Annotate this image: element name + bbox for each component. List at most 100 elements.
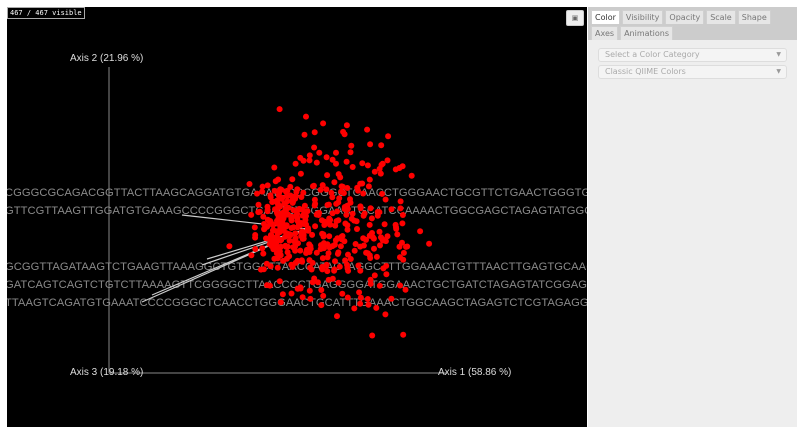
sample-point[interactable] [300, 189, 307, 196]
sample-point[interactable] [261, 221, 267, 227]
sample-point[interactable] [279, 291, 286, 298]
sample-point[interactable] [280, 215, 287, 222]
sample-point[interactable] [383, 271, 390, 278]
sample-point[interactable] [254, 190, 260, 197]
sample-point[interactable] [318, 302, 325, 309]
sample-point[interactable] [376, 282, 383, 289]
sample-point[interactable] [246, 181, 253, 187]
sample-point[interactable] [305, 225, 311, 232]
sample-point[interactable] [385, 133, 392, 140]
sample-point[interactable] [294, 224, 301, 231]
menu-icon[interactable]: ▣ [566, 10, 584, 26]
sample-point[interactable] [379, 190, 386, 197]
sample-point[interactable] [290, 244, 297, 251]
sample-point[interactable] [374, 208, 381, 215]
sample-point[interactable] [329, 194, 336, 201]
sample-point[interactable] [292, 160, 299, 167]
sample-point[interactable] [255, 201, 262, 208]
sample-point[interactable] [388, 206, 395, 213]
sample-point[interactable] [271, 238, 278, 245]
sample-point[interactable] [317, 246, 324, 252]
sample-point[interactable] [331, 179, 338, 186]
sample-point[interactable] [299, 258, 306, 265]
sample-point[interactable] [271, 255, 278, 262]
sample-point[interactable] [371, 245, 377, 252]
sample-point[interactable] [382, 196, 389, 203]
sample-point[interactable] [324, 202, 331, 208]
sample-point[interactable] [284, 193, 290, 200]
sample-point[interactable] [321, 218, 328, 225]
sample-point[interactable] [365, 301, 372, 308]
sample-point[interactable] [347, 199, 354, 206]
sample-point[interactable] [373, 253, 380, 260]
sample-point[interactable] [259, 245, 266, 252]
sample-point[interactable] [266, 282, 273, 289]
sample-point[interactable] [320, 240, 327, 247]
sample-point[interactable] [343, 211, 350, 218]
sample-point[interactable] [341, 131, 348, 138]
sample-point[interactable] [399, 212, 406, 218]
sample-point[interactable] [320, 292, 327, 299]
sample-point[interactable] [274, 264, 281, 271]
sample-point[interactable] [356, 289, 363, 296]
sample-point[interactable] [323, 261, 330, 268]
sample-point[interactable] [364, 126, 371, 133]
sample-point[interactable] [276, 278, 283, 285]
sample-point[interactable] [331, 241, 338, 248]
sample-point[interactable] [275, 176, 282, 183]
sample-point[interactable] [332, 258, 338, 265]
sample-point[interactable] [301, 208, 308, 215]
sample-point[interactable] [306, 152, 313, 159]
sample-point[interactable] [276, 245, 283, 252]
sample-point[interactable] [344, 294, 351, 301]
sample-point[interactable] [263, 260, 270, 267]
sample-point[interactable] [400, 249, 407, 256]
sample-point[interactable] [347, 256, 354, 262]
sample-point[interactable] [280, 209, 287, 216]
sample-point[interactable] [381, 221, 388, 228]
sample-point[interactable] [251, 224, 258, 231]
sample-point[interactable] [261, 226, 268, 232]
sample-point[interactable] [341, 206, 348, 212]
sample-point[interactable] [271, 187, 278, 194]
sample-point[interactable] [292, 230, 299, 237]
sample-point[interactable] [333, 160, 339, 167]
sample-point[interactable] [397, 198, 404, 205]
tab-scale[interactable]: Scale [706, 10, 736, 24]
sample-point[interactable] [357, 180, 364, 187]
sample-point[interactable] [335, 279, 342, 286]
sample-point[interactable] [400, 256, 407, 263]
sample-point[interactable] [252, 246, 259, 252]
sample-point[interactable] [394, 231, 401, 238]
sample-point[interactable] [294, 207, 301, 214]
sample-point[interactable] [360, 190, 367, 197]
sample-point[interactable] [335, 217, 342, 224]
sample-point[interactable] [320, 231, 327, 238]
sample-point[interactable] [344, 226, 351, 233]
sample-point[interactable] [323, 154, 330, 161]
sample-point[interactable] [348, 215, 355, 222]
sample-point[interactable] [353, 218, 360, 225]
sample-point[interactable] [354, 226, 360, 232]
sample-point[interactable] [316, 149, 323, 156]
sample-point[interactable] [308, 266, 315, 273]
sample-point[interactable] [311, 275, 318, 282]
sample-point[interactable] [301, 131, 308, 138]
sample-point[interactable] [259, 188, 266, 195]
sample-point[interactable] [274, 230, 281, 237]
sample-point[interactable] [380, 265, 387, 272]
sample-point[interactable] [282, 223, 289, 230]
sample-point[interactable] [367, 276, 374, 283]
sample-point[interactable] [324, 268, 331, 275]
sample-point[interactable] [258, 266, 264, 273]
sample-point[interactable] [226, 243, 233, 250]
sample-point[interactable] [314, 279, 321, 286]
sample-point[interactable] [382, 311, 389, 318]
sample-point[interactable] [327, 221, 333, 228]
sample-point[interactable] [297, 247, 304, 254]
sample-point[interactable] [357, 267, 364, 274]
sample-point[interactable] [366, 176, 373, 183]
sample-point[interactable] [309, 259, 316, 266]
sample-point[interactable] [281, 200, 288, 207]
sample-point[interactable] [335, 249, 342, 256]
